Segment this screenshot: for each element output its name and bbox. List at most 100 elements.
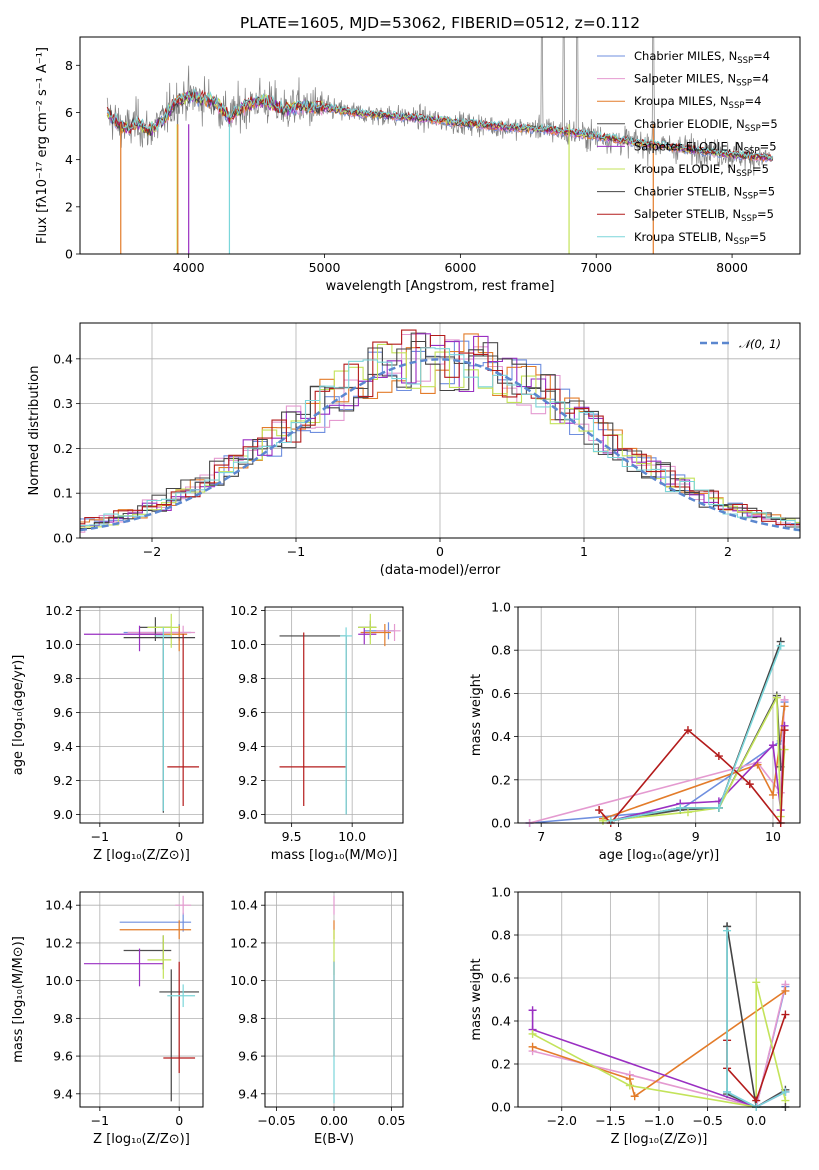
- grid-lines: [518, 891, 800, 1108]
- y-tick-label: 10.0: [230, 973, 258, 988]
- legend-label-subscript: SSP: [734, 237, 750, 247]
- legend-label-tail: =4: [753, 49, 770, 63]
- plus-marker: [714, 752, 723, 761]
- grid-lines: [518, 606, 800, 824]
- y-tick-label: 9.0: [238, 807, 258, 822]
- y-tick-label: 0.2: [53, 441, 73, 456]
- x-tick-label: 10.0: [338, 829, 366, 844]
- data-point: [83, 948, 164, 987]
- legend-label: Chabrier STELIB, NSSP=5: [634, 185, 775, 202]
- y-axis-label: mass [log₁₀(M/M⊙)]: [11, 936, 26, 1063]
- y-tick-label: 9.0: [53, 807, 73, 822]
- plus-marker: [723, 1087, 732, 1096]
- x-axis-label: wavelength [Angstrom, rest frame]: [326, 279, 555, 294]
- x-tick-label: 0: [175, 1113, 183, 1128]
- x-tick-label: 0: [175, 829, 183, 844]
- y-tick-label: 9.8: [238, 1011, 258, 1026]
- histogram-lines: [80, 329, 800, 533]
- data-point: [376, 624, 401, 642]
- x-tick-label: 2: [724, 544, 732, 559]
- data-point: [167, 984, 196, 1008]
- x-tick-label: 9.5: [282, 829, 302, 844]
- x-axis-label: Z [log₁₀(Z/Z⊙)]: [93, 848, 190, 863]
- grid-lines: [80, 607, 203, 823]
- plus-marker: [528, 1029, 537, 1038]
- mass-weight-vs-age-panel: 7 8 9 10 0.0 0.2 0.4 0.6 0.8 1.0 age [log₁₀(age/yr…: [469, 600, 801, 863]
- y-tick-label: 0: [65, 247, 73, 262]
- y-tick-label: 9.6: [238, 705, 258, 720]
- series-line: [529, 701, 786, 824]
- histogram-step-line: [80, 347, 800, 532]
- y-tick-label: 9.6: [53, 1049, 73, 1064]
- plus-marker: [776, 641, 785, 650]
- plus-marker: [780, 726, 789, 735]
- legend-label-tail: =4: [744, 94, 761, 108]
- age-vs-metallicity-panel: −1 0 9.0 9.2 9.4 9.6 9.8 10.0 10.2 Z [log₁₀(Z/Z⊙)…: [11, 603, 204, 863]
- plus-marker: [528, 1006, 537, 1015]
- legend-label-tail: =5: [749, 230, 766, 244]
- plot-frame: [517, 606, 801, 824]
- legend-label-base: Chabrier STELIB, N: [634, 185, 742, 199]
- x-tick-label: 0.0: [746, 1113, 766, 1128]
- plus-marker: [745, 780, 754, 789]
- legend-label-tail: =5: [757, 207, 774, 221]
- y-tick-label: 0.4: [491, 1014, 511, 1029]
- y-tick-label: 10.4: [45, 898, 73, 913]
- weight-series: [606, 641, 785, 825]
- x-tick-label: 10: [765, 829, 781, 844]
- data-point: [175, 895, 192, 915]
- x-axis-label: E(B-V): [314, 1132, 354, 1147]
- x-tick-label: 5000: [309, 260, 341, 275]
- plus-marker: [676, 803, 685, 812]
- plot-frame: [79, 606, 204, 824]
- data-point: [119, 920, 192, 940]
- x-tick-label: −0.5: [692, 1113, 722, 1128]
- y-tick-label: 0.0: [491, 1100, 511, 1115]
- y-tick-label: 4: [65, 152, 73, 167]
- y-tick-label: 0.1: [53, 486, 73, 501]
- y-tick-label: 10.2: [45, 603, 73, 618]
- x-tick-label: 8000: [716, 260, 748, 275]
- plus-marker: [683, 808, 692, 817]
- y-tick-label: 9.4: [53, 739, 73, 754]
- y-tick-label: 9.8: [53, 1011, 73, 1026]
- figure-title: PLATE=1605, MJD=53062, FIBERID=0512, z=0…: [240, 14, 640, 32]
- plus-marker: [781, 986, 790, 995]
- mass-weight-vs-metallicity-panel: −2.0 −1.5 −1.0 −0.5 0.0 0.0 0.2 0.4 0.6 0.8 1.0 Z […: [469, 885, 801, 1147]
- grid-lines: [265, 607, 403, 823]
- y-tick-label: 10.0: [230, 637, 258, 652]
- y-tick-label: 0.4: [53, 351, 73, 366]
- legend-label-subscript: SSP: [744, 146, 760, 156]
- y-tick-label: 0.0: [491, 816, 511, 831]
- x-axis-label: (data-model)/error: [380, 563, 501, 578]
- data-point: [167, 634, 200, 806]
- series-line: [726, 930, 786, 1108]
- y-tick-label: 9.4: [238, 1086, 258, 1101]
- y-axis-label: age [log₁₀(age/yr)]: [11, 655, 26, 776]
- histogram-step-line: [80, 343, 800, 528]
- weight-series: [525, 698, 789, 827]
- legend-label-subscript: SSP: [736, 79, 752, 89]
- x-tick-label: 4000: [173, 260, 205, 275]
- series-line: [610, 645, 782, 822]
- y-tick-label: 1.0: [491, 600, 511, 615]
- x-axis-label: age [log₁₀(age/yr)]: [599, 848, 720, 863]
- y-tick-label: 0.2: [491, 772, 511, 787]
- legend-label: Chabrier ELODIE, NSSP=5: [634, 117, 778, 134]
- data-point: [163, 961, 196, 1074]
- y-tick-label: 2: [65, 199, 73, 214]
- x-tick-label: 0: [436, 544, 444, 559]
- plus-marker: [752, 978, 761, 987]
- x-tick-label: −0.05: [257, 1113, 295, 1128]
- spectrum-panel: 4000 5000 6000 7000 8000 0 2 4 6 8 wavelength [Ang…: [35, 36, 801, 294]
- plus-marker: [768, 790, 777, 799]
- x-axis-label: Z [log₁₀(Z/Z⊙)]: [93, 1132, 190, 1147]
- plot-frame: [79, 891, 204, 1108]
- weight-series: [528, 986, 790, 1101]
- y-tick-label: 10.4: [230, 898, 258, 913]
- legend-label-subscript: SSP: [745, 124, 761, 134]
- spectrum-lines: [106, 37, 774, 254]
- legend-label: Salpeter STELIB, NSSP=5: [634, 207, 774, 224]
- y-tick-label: 6: [65, 105, 73, 120]
